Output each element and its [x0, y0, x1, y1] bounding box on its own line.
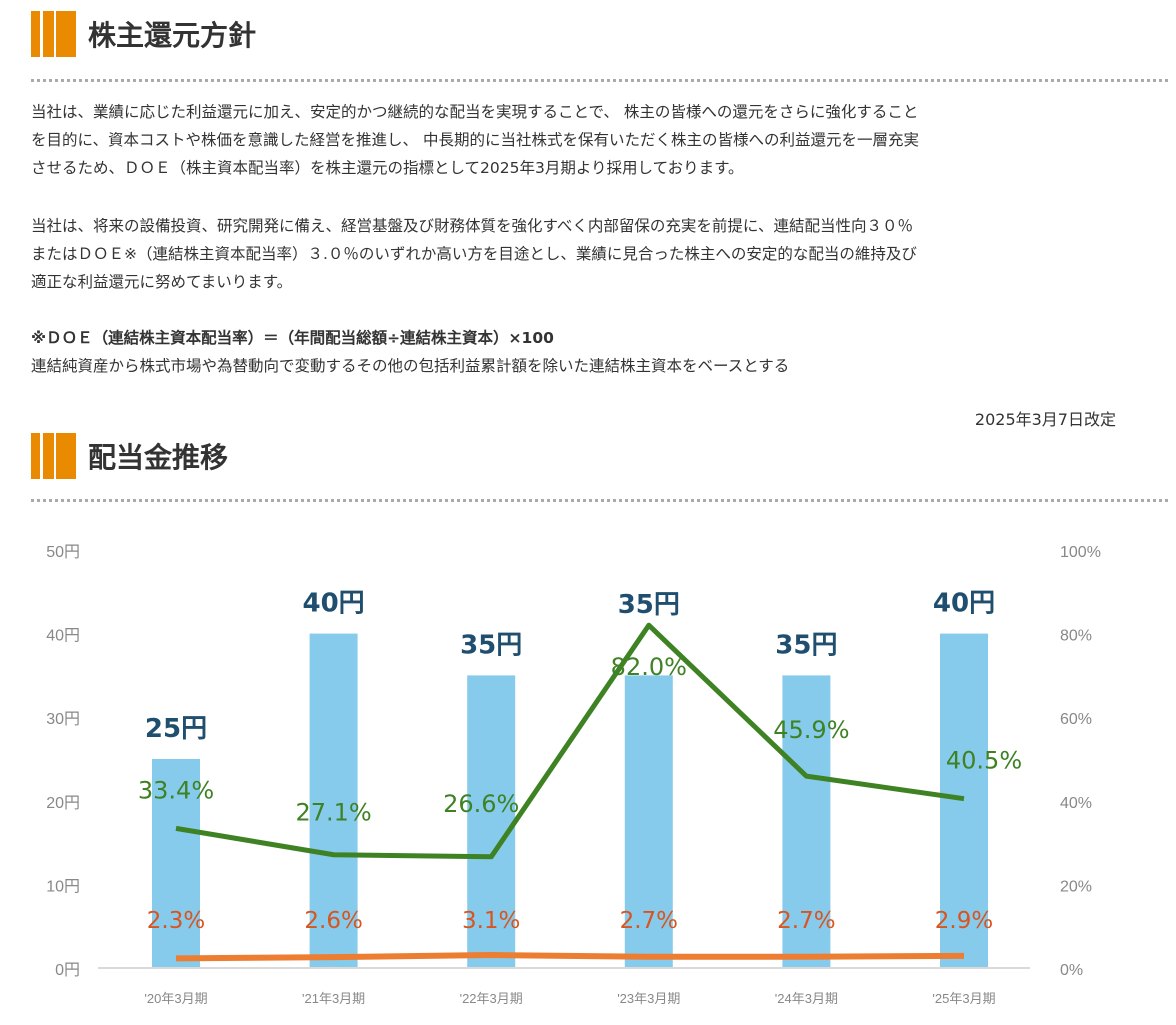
- doe-formula: ※ＤＯＥ（連結株主資本配当率）＝（年間配当総額÷連結株主資本）×100: [31, 329, 554, 347]
- dividend-bar: [152, 759, 200, 968]
- policy-paragraph-1: 当社は、業績に応じた利益還元に加え、安定的かつ継続的な配当を実現することで、 株…: [31, 98, 1121, 182]
- dividend-chart: 0円 10円 20円 30円 40円 50円 0% 20% 40% 60% 80% 100% '20年3…: [46, 544, 1101, 1006]
- doe-label: 2.3%: [147, 908, 205, 934]
- policy-paragraph-2: 当社は、将来の設備投資、研究開発に備え、経営基盤及び財務体質を強化すべく内部留保…: [31, 212, 1121, 296]
- dividend-label: 40円: [303, 589, 365, 619]
- dividend-label: 25円: [145, 714, 207, 744]
- right-axis-tick: 40%: [1060, 795, 1092, 812]
- dividend-label: 40円: [933, 589, 995, 619]
- dividend-label: 35円: [460, 630, 522, 660]
- dividend-bar: [309, 633, 358, 968]
- right-axis-tick: 20%: [1060, 878, 1092, 895]
- left-axis-tick: 50円: [46, 544, 80, 561]
- doe-note: 連結純資産から株式市場や為替動向で変動するその他の包括利益累計額を除いた連結株主…: [31, 357, 790, 375]
- doe-definition: ※ＤＯＥ（連結株主資本配当率）＝（年間配当総額÷連結株主資本）×100 連結純資…: [31, 324, 1121, 380]
- dividend-bar: [624, 675, 673, 968]
- right-axis-tick: 100%: [1060, 544, 1101, 561]
- section-header-policy: 株主還元方針: [31, 10, 256, 58]
- x-axis-tick: '25年3月期: [932, 991, 995, 1006]
- x-axis-tick: '20年3月期: [144, 991, 207, 1006]
- payout-ratio-label: 26.6%: [443, 790, 519, 818]
- left-axis-tick: 0円: [55, 962, 80, 979]
- section-header-dividend: 配当金推移: [31, 432, 228, 480]
- revised-date: 2025年3月7日改定: [974, 410, 1116, 429]
- text-line: 当社は、将来の設備投資、研究開発に備え、経営基盤及び財務体質を強化すべく内部留保…: [31, 217, 913, 235]
- divider: [31, 499, 1168, 502]
- divider: [31, 79, 1168, 82]
- section-title: 株主還元方針: [88, 19, 257, 52]
- left-axis-tick: 30円: [46, 711, 80, 728]
- right-axis-tick: 0%: [1060, 962, 1083, 979]
- doe-label: 2.7%: [620, 908, 678, 934]
- doe-label: 3.1%: [462, 908, 520, 934]
- header-bars-icon: [31, 433, 76, 479]
- x-axis-tick: '22年3月期: [460, 991, 523, 1006]
- dividend-label: 35円: [618, 590, 680, 620]
- x-axis-tick: '21年3月期: [302, 991, 365, 1006]
- text-line: 当社は、業績に応じた利益還元に加え、安定的かつ継続的な配当を実現することで、 株…: [31, 103, 919, 121]
- x-axis-tick: '23年3月期: [617, 991, 680, 1006]
- dividend-bar: [940, 633, 988, 968]
- left-axis-tick: 20円: [46, 795, 80, 812]
- doe-label: 2.6%: [304, 908, 362, 934]
- dividend-label: 35円: [775, 630, 837, 660]
- payout-ratio-label: 45.9%: [773, 716, 849, 744]
- payout-ratio-label: 33.4%: [138, 776, 214, 804]
- payout-ratio-label: 82.0%: [611, 653, 687, 681]
- section-title: 配当金推移: [88, 441, 229, 474]
- doe-label: 2.7%: [777, 908, 835, 934]
- payout-ratio-line: [175, 622, 965, 860]
- left-axis-tick: 10円: [46, 878, 80, 895]
- dividend-bar: [467, 675, 516, 968]
- text-line: またはＤＯＥ※（連結株主資本配当率）３.０％のいずれか高い方を目途とし、業績に見…: [31, 245, 917, 263]
- doe-label: 2.9%: [935, 908, 993, 934]
- header-bars-icon: [31, 11, 76, 57]
- x-axis-tick: '24年3月期: [775, 991, 838, 1006]
- doe-line: [175, 952, 965, 962]
- left-axis-tick: 40円: [46, 628, 80, 645]
- right-axis-tick: 80%: [1060, 628, 1092, 645]
- text-line: させるため、ＤＯＥ（株主資本配当率）を株主還元の指標として2025年3月期より採…: [31, 159, 744, 177]
- payout-ratio-label: 40.5%: [946, 747, 1022, 775]
- payout-ratio-label: 27.1%: [295, 799, 371, 827]
- text-line: 適正な利益還元に努めてまいります。: [31, 273, 293, 291]
- right-axis-tick: 60%: [1060, 711, 1092, 728]
- dividend-bar: [782, 675, 831, 968]
- text-line: を目的に、資本コストや株価を意識した経営を推進し、 中長期的に当社株式を保有いた…: [31, 131, 919, 149]
